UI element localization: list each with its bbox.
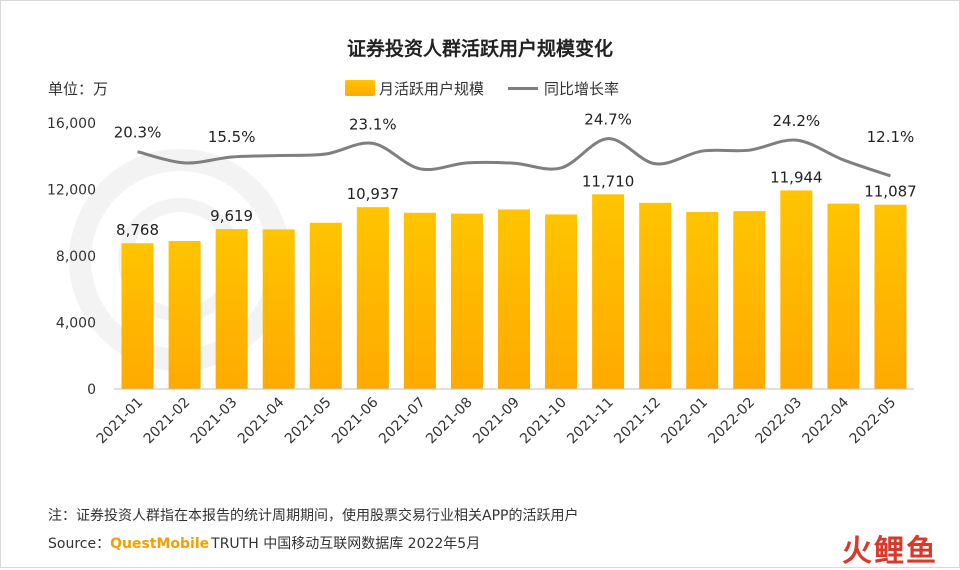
bar-2022-04 [827,204,859,389]
bar-2021-02 [169,241,201,389]
logo: 火鲤鱼 [842,526,938,570]
y-tick-label: 0 [87,382,96,398]
growth-rate-label: 24.7% [584,111,632,129]
y-tick-label: 16,000 [47,116,96,132]
bar-2022-03 [780,190,812,389]
bar-2022-02 [733,211,765,389]
x-tick-label: 2021-11 [564,395,617,448]
bar-value-label: 10,937 [347,185,400,203]
x-tick-label: 2022-03 [753,395,806,448]
growth-rate-label: 23.1% [349,115,397,133]
x-tick-label: 2021-06 [329,394,382,447]
x-tick-label: 2021-10 [517,395,570,448]
growth-rate-label: 20.3% [114,124,162,142]
growth-rate-label: 15.5% [208,128,256,146]
bar-value-label: 11,087 [864,183,917,201]
x-tick-label: 2021-03 [188,395,241,448]
bar-2021-10 [545,214,577,389]
y-tick-label: 12,000 [47,183,96,199]
x-tick-label: 2021-07 [376,395,429,448]
x-tick-label: 2021-01 [94,395,147,448]
x-tick-label: 2021-08 [423,395,476,448]
x-tick-label: 2022-04 [800,394,853,447]
x-tick-label: 2022-01 [658,395,711,448]
x-tick-label: 2021-04 [235,394,288,447]
x-tick-label: 2021-02 [141,395,194,448]
bar-2022-05 [874,205,906,389]
bar-value-label: 11,944 [770,168,823,186]
bar-2021-08 [451,214,483,389]
bar-2022-01 [686,212,718,389]
x-tick-label: 2021-12 [611,395,664,448]
bar-2021-11 [592,194,624,389]
source-line: Source： QuestMobile TRUTH 中国移动互联网数据库 202… [48,533,480,553]
bar-value-label: 9,619 [210,207,253,225]
bar-2021-07 [404,213,436,389]
y-tick-label: 4,000 [56,316,96,332]
bar-2021-04 [263,229,295,389]
x-tick-label: 2022-05 [847,395,900,448]
x-tick-label: 2022-02 [705,395,758,448]
footnote: 注：证券投资人群指在本报告的统计周期期间，使用股票交易行业相关APP的活跃用户 [48,505,578,525]
growth-rate-label: 12.1% [867,128,915,146]
growth-rate-label: 24.2% [773,112,821,130]
source-brand: QuestMobile [110,536,209,552]
source-prefix: Source： [48,533,110,553]
x-tick-label: 2021-09 [470,395,523,448]
bar-value-label: 11,710 [582,172,635,190]
bar-value-label: 8,768 [116,221,159,239]
bar-2021-12 [639,203,671,389]
x-tick-label: 2021-05 [282,395,335,448]
bar-2021-01 [122,243,154,389]
bar-2021-03 [216,229,248,389]
bar-2021-09 [498,209,530,389]
source-rest: TRUTH 中国移动互联网数据库 2022年5月 [211,533,480,553]
y-tick-label: 8,000 [56,249,96,265]
bar-2021-05 [310,223,342,389]
bar-2021-06 [357,207,389,389]
